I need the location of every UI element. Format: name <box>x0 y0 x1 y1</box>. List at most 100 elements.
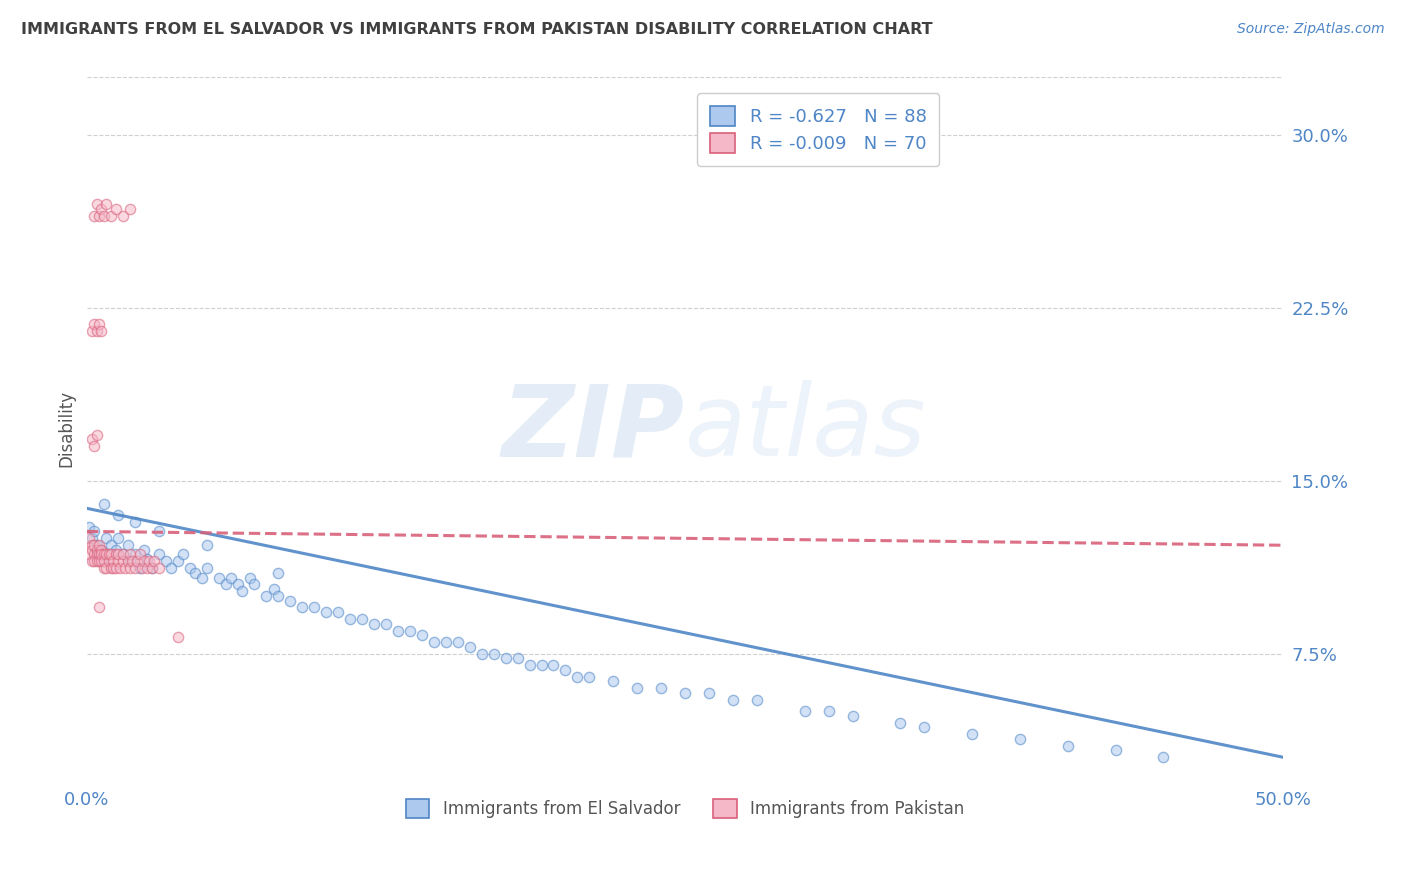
Point <box>159 561 181 575</box>
Point <box>530 658 553 673</box>
Y-axis label: Disability: Disability <box>58 391 75 467</box>
Point <box>94 548 117 562</box>
Point <box>80 432 103 446</box>
Point <box>118 548 141 562</box>
Point <box>195 538 218 552</box>
Point <box>889 715 911 730</box>
Point <box>83 554 105 568</box>
Point <box>90 324 112 338</box>
Point <box>143 554 166 568</box>
Point <box>183 566 205 580</box>
Point <box>434 635 457 649</box>
Point <box>86 542 108 557</box>
Point <box>554 663 576 677</box>
Text: ZIP: ZIP <box>502 380 685 477</box>
Point <box>375 616 398 631</box>
Point <box>519 658 541 673</box>
Point <box>131 561 153 575</box>
Legend: Immigrants from El Salvador, Immigrants from Pakistan: Immigrants from El Salvador, Immigrants … <box>399 793 972 825</box>
Point <box>100 538 122 552</box>
Point <box>80 542 103 557</box>
Point <box>135 561 157 575</box>
Point <box>1056 739 1078 753</box>
Point <box>111 548 134 562</box>
Point <box>315 605 337 619</box>
Point <box>339 612 361 626</box>
Point <box>721 692 744 706</box>
Point <box>243 577 266 591</box>
Point <box>128 561 150 575</box>
Point <box>86 197 108 211</box>
Point <box>104 561 127 575</box>
Point <box>191 570 214 584</box>
Point <box>111 554 134 568</box>
Point <box>93 497 115 511</box>
Point <box>578 670 600 684</box>
Point <box>328 605 350 619</box>
Point <box>841 708 863 723</box>
Point <box>148 548 170 562</box>
Point <box>195 561 218 575</box>
Point <box>128 548 150 562</box>
Point <box>87 317 110 331</box>
Point <box>495 651 517 665</box>
Point <box>83 209 105 223</box>
Point <box>207 570 229 584</box>
Point <box>399 624 422 638</box>
Point <box>458 640 481 654</box>
Point <box>167 554 190 568</box>
Point <box>111 209 134 223</box>
Point <box>79 532 101 546</box>
Point <box>87 538 110 552</box>
Point <box>697 686 720 700</box>
Point <box>97 554 120 568</box>
Point <box>447 635 470 649</box>
Point <box>352 612 374 626</box>
Point <box>134 554 156 568</box>
Point <box>138 554 160 568</box>
Text: IMMIGRANTS FROM EL SALVADOR VS IMMIGRANTS FROM PAKISTAN DISABILITY CORRELATION C: IMMIGRANTS FROM EL SALVADOR VS IMMIGRANT… <box>21 22 932 37</box>
Point <box>263 582 285 596</box>
Point <box>90 202 112 216</box>
Point <box>93 209 115 223</box>
Point <box>83 439 105 453</box>
Point <box>141 561 163 575</box>
Point <box>167 631 190 645</box>
Point <box>87 209 110 223</box>
Point <box>107 508 129 523</box>
Point <box>86 427 108 442</box>
Point <box>93 561 115 575</box>
Point <box>86 324 108 338</box>
Point <box>567 670 589 684</box>
Point <box>83 538 105 552</box>
Point <box>960 727 983 741</box>
Point <box>626 681 648 695</box>
Point <box>103 554 125 568</box>
Point <box>104 202 127 216</box>
Point <box>100 209 122 223</box>
Point <box>117 538 139 552</box>
Text: Source: ZipAtlas.com: Source: ZipAtlas.com <box>1237 22 1385 37</box>
Point <box>104 542 127 557</box>
Point <box>87 548 110 562</box>
Point <box>291 600 314 615</box>
Point <box>124 561 146 575</box>
Point <box>267 566 290 580</box>
Point <box>86 554 108 568</box>
Point <box>219 570 242 584</box>
Point <box>118 561 141 575</box>
Point <box>363 616 385 631</box>
Point <box>423 635 446 649</box>
Point <box>179 561 201 575</box>
Point <box>80 538 103 552</box>
Point <box>110 561 132 575</box>
Point <box>94 197 117 211</box>
Point <box>103 561 125 575</box>
Point <box>141 561 163 575</box>
Point <box>107 532 129 546</box>
Point <box>267 589 290 603</box>
Point <box>107 554 129 568</box>
Text: atlas: atlas <box>685 380 927 477</box>
Point <box>87 600 110 615</box>
Point <box>506 651 529 665</box>
